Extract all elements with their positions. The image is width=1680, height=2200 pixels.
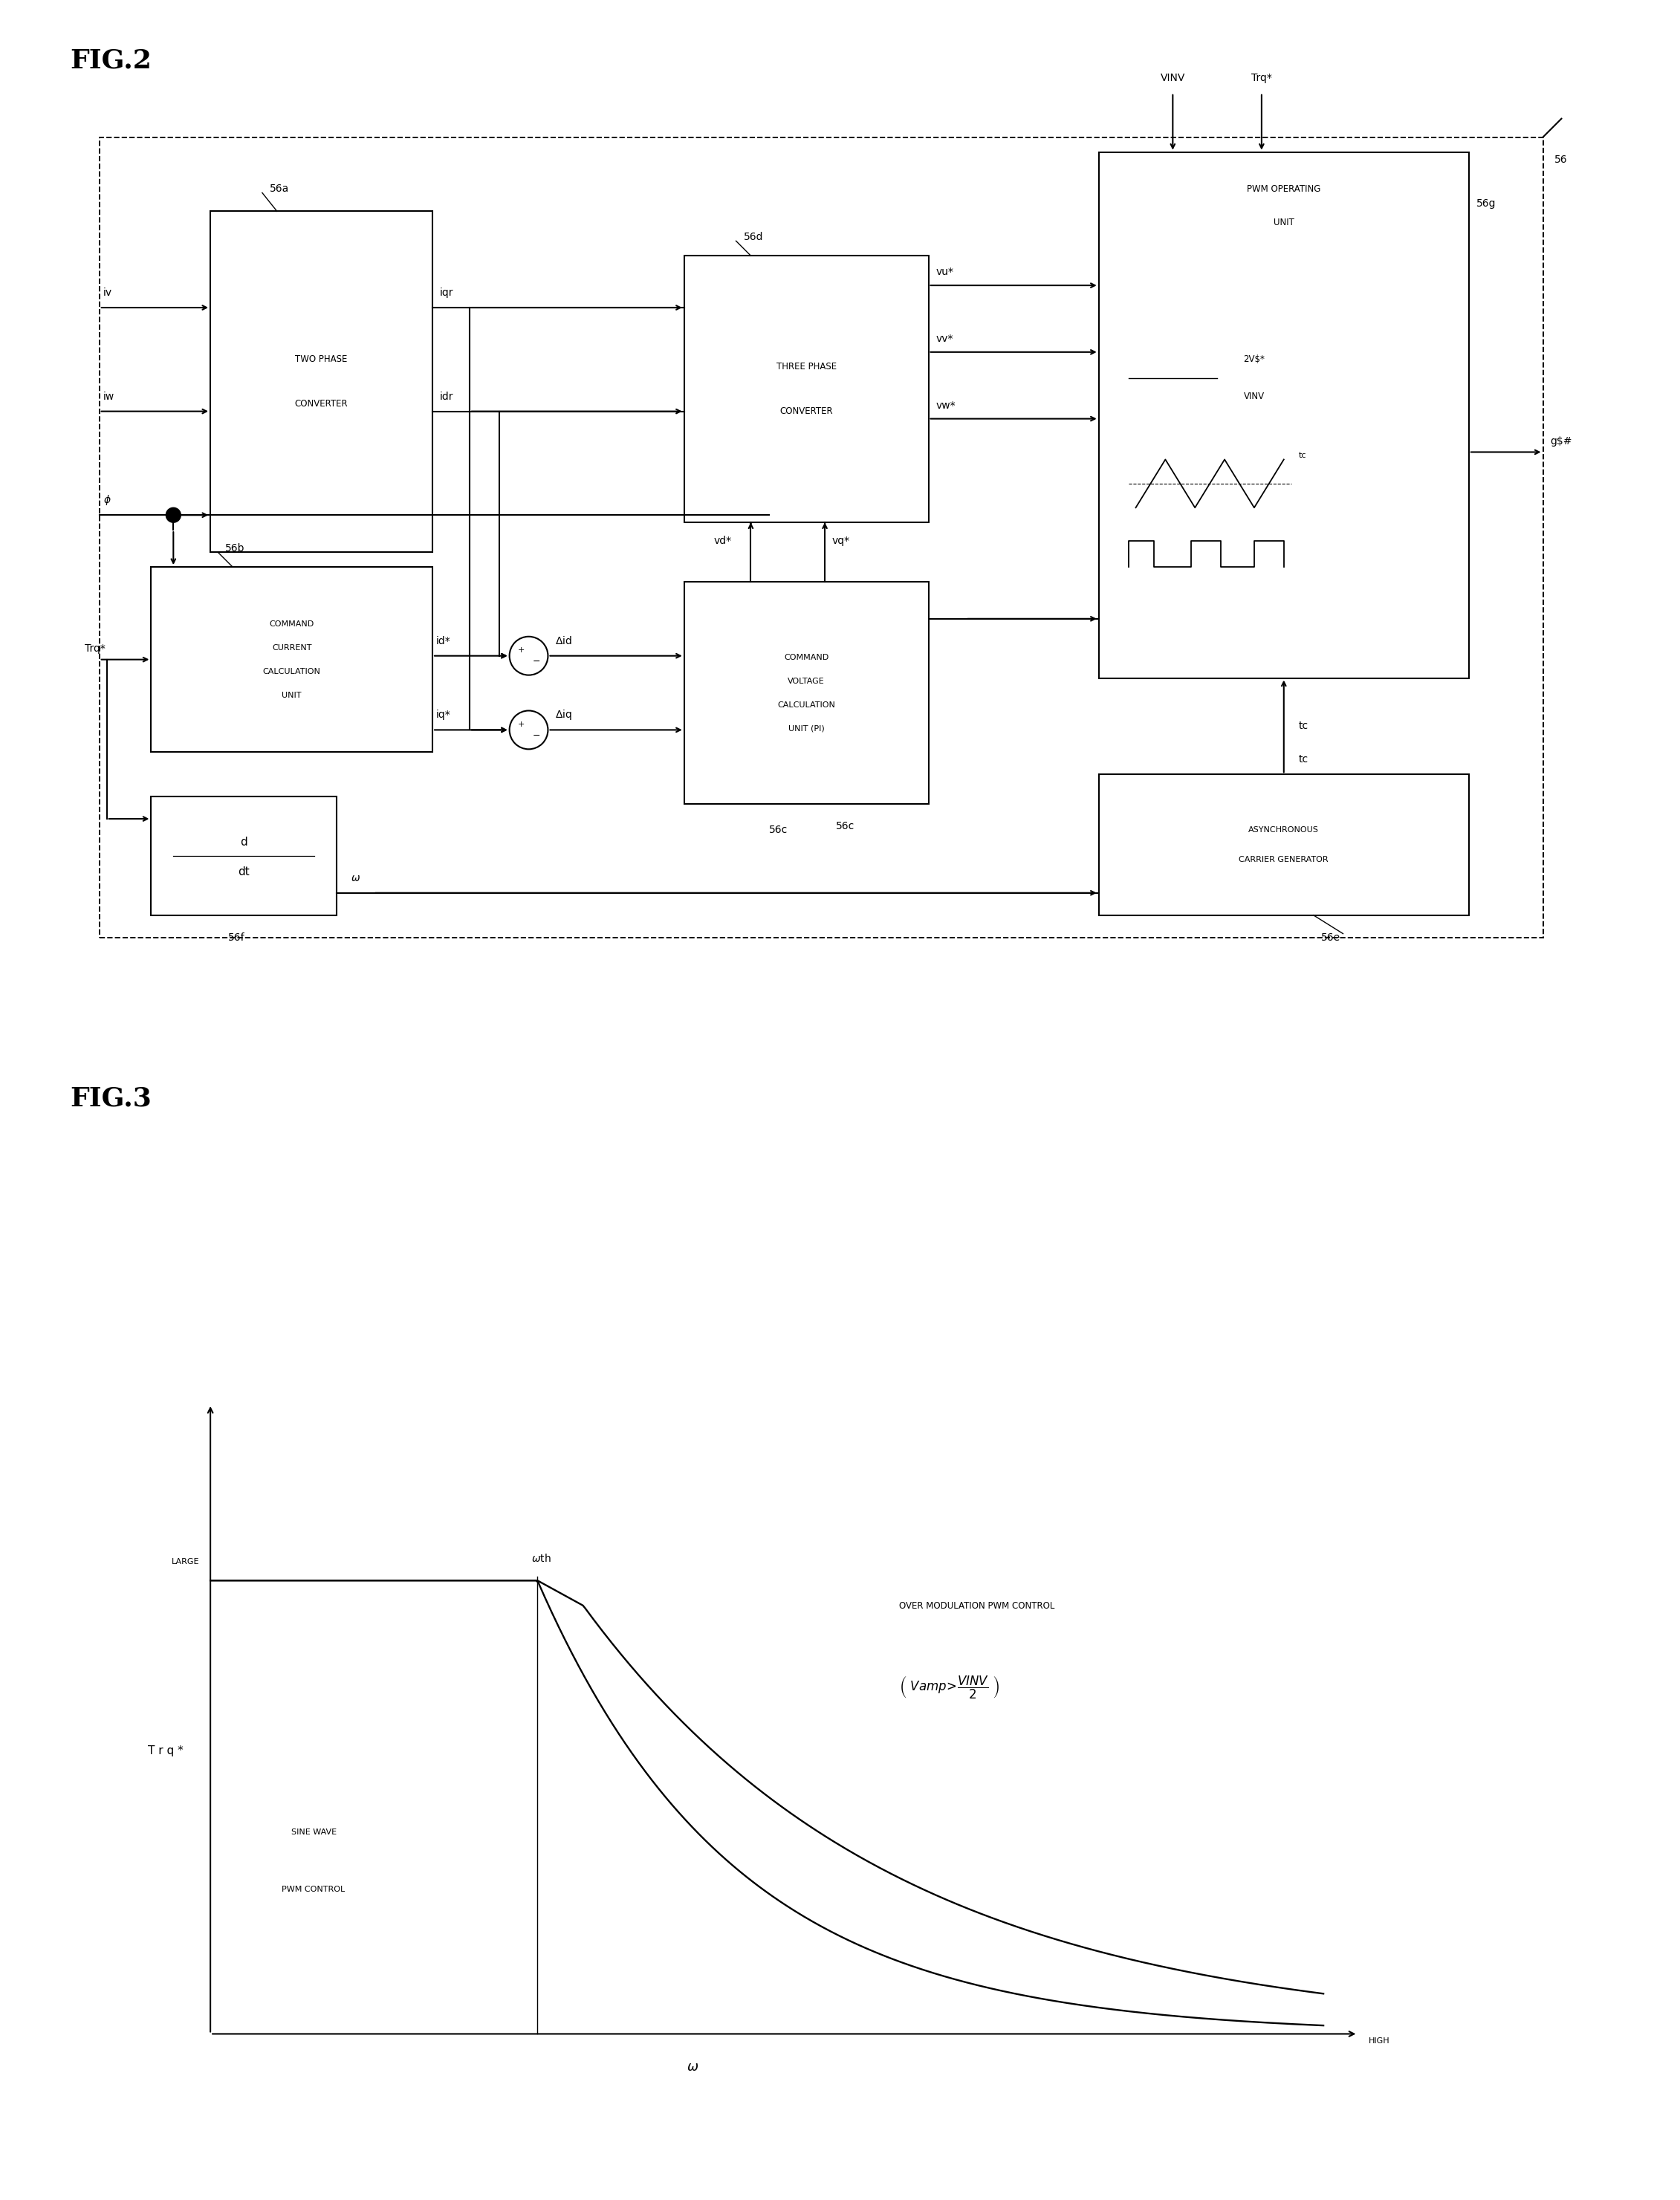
FancyBboxPatch shape [1099,774,1468,915]
Text: −: − [533,730,541,741]
Circle shape [166,508,181,521]
Text: COMMAND: COMMAND [785,653,828,660]
Text: CONVERTER: CONVERTER [780,407,833,416]
Text: −: − [533,658,541,667]
Text: $\Delta$iq: $\Delta$iq [556,708,573,722]
Text: 56c: 56c [837,821,855,832]
Text: 2V$*: 2V$* [1243,354,1265,365]
FancyBboxPatch shape [151,568,432,752]
Text: PWM CONTROL: PWM CONTROL [282,1885,346,1892]
Text: Trq*: Trq* [1252,73,1272,84]
Text: VINV: VINV [1161,73,1184,84]
Text: FIG.3: FIG.3 [71,1085,151,1111]
Text: $\phi$: $\phi$ [102,493,111,506]
Text: vd*: vd* [714,537,732,546]
Text: vw*: vw* [936,400,956,411]
Text: CALCULATION: CALCULATION [778,702,835,708]
Text: $\omega$th: $\omega$th [531,1553,551,1564]
Text: OVER MODULATION PWM CONTROL: OVER MODULATION PWM CONTROL [899,1602,1055,1610]
Text: vv*: vv* [936,334,953,343]
Text: FIG.2: FIG.2 [71,48,151,73]
Text: iw: iw [102,392,114,403]
Text: $\omega$: $\omega$ [685,2061,699,2075]
Text: UNIT (PI): UNIT (PI) [788,724,825,733]
Text: 56b: 56b [225,543,245,554]
Text: tc: tc [1299,755,1309,766]
FancyBboxPatch shape [684,581,929,803]
Text: UNIT: UNIT [1273,218,1294,227]
Text: idr: idr [440,392,454,403]
Text: Trq*: Trq* [84,642,106,653]
Text: iv: iv [102,288,113,297]
Text: 56e: 56e [1320,933,1341,942]
FancyBboxPatch shape [151,796,336,915]
Text: tc: tc [1299,722,1309,730]
Text: SINE WAVE: SINE WAVE [291,1828,336,1837]
Text: d: d [240,836,247,849]
Text: 56d: 56d [743,231,763,242]
Text: tc: tc [1299,451,1307,460]
Text: ASYNCHRONOUS: ASYNCHRONOUS [1248,827,1319,834]
Text: VOLTAGE: VOLTAGE [788,678,825,684]
Text: COMMAND: COMMAND [269,620,314,627]
Text: THREE PHASE: THREE PHASE [776,363,837,372]
Text: $\omega$: $\omega$ [351,873,361,884]
Text: 56g: 56g [1477,198,1495,209]
FancyBboxPatch shape [1099,152,1468,678]
Text: dt: dt [239,867,250,878]
Text: +: + [517,647,524,653]
Text: HIGH: HIGH [1369,2037,1391,2046]
Text: vq*: vq* [832,537,850,546]
Text: 56f: 56f [228,933,245,942]
Text: PWM OPERATING: PWM OPERATING [1247,185,1320,194]
Text: vu*: vu* [936,266,954,277]
Text: CURRENT: CURRENT [272,645,312,651]
Text: T r q *: T r q * [148,1745,183,1756]
Text: TWO PHASE: TWO PHASE [296,354,348,365]
Text: iq*: iq* [437,711,450,719]
Text: +: + [517,719,524,728]
Text: CARRIER GENERATOR: CARRIER GENERATOR [1238,856,1329,862]
Text: 56a: 56a [269,185,289,194]
Text: 56: 56 [1554,154,1567,165]
Text: g$#: g$# [1551,436,1572,447]
Text: id*: id* [437,636,450,647]
Text: iqr: iqr [440,288,454,297]
Text: VINV: VINV [1243,392,1265,400]
Text: CONVERTER: CONVERTER [294,398,348,409]
Text: $\Delta$id: $\Delta$id [556,636,573,647]
Text: UNIT: UNIT [282,691,302,700]
Text: $\left(\ Vamp\!>\!\dfrac{VINV}{2}\ \right)$: $\left(\ Vamp\!>\!\dfrac{VINV}{2}\ \righ… [899,1674,1000,1701]
FancyBboxPatch shape [210,211,432,552]
FancyBboxPatch shape [684,255,929,521]
Text: CALCULATION: CALCULATION [262,667,321,675]
Text: 56c: 56c [769,825,788,836]
Text: LARGE: LARGE [171,1558,200,1564]
